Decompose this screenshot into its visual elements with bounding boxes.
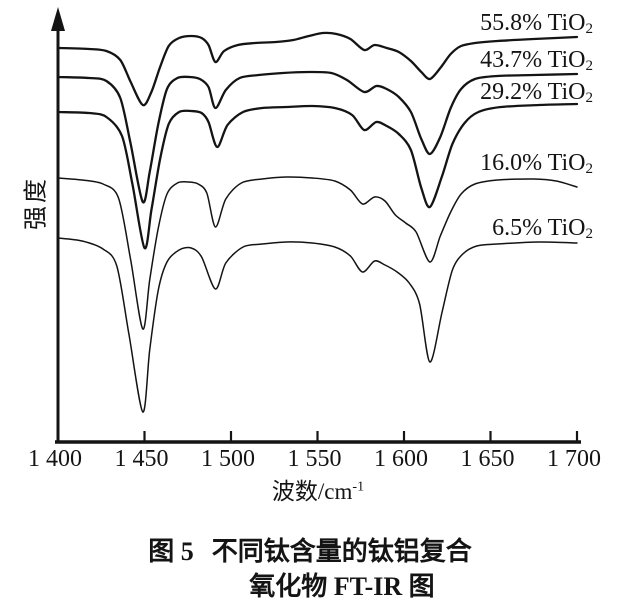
- y-axis-label: 强度: [23, 176, 50, 230]
- y-axis-arrow: [51, 7, 65, 31]
- figure-caption-line1: 图 5 不同钛含量的钛铝复合: [0, 531, 620, 568]
- curve-label-subscript: 2: [585, 226, 594, 242]
- curve-label-text: 16.0% TiO: [480, 150, 586, 176]
- ftir-curve-16-0--TiO2: [57, 176, 578, 330]
- curve-label-text: 6.5% TiO: [492, 215, 586, 241]
- curve-label-subscript: 2: [585, 161, 594, 177]
- ftir-curve-43-7--TiO2: [56, 70, 579, 204]
- x-tick-label-1550: 1 550: [287, 446, 342, 472]
- plot-canvas: [51, 7, 581, 444]
- x-tick-label-1650: 1 650: [460, 446, 515, 472]
- curve-label-subscript: 2: [585, 90, 594, 106]
- x-tick-label-1500: 1 500: [201, 446, 255, 472]
- x-axis-label-text: 波数/cm: [271, 479, 353, 504]
- ftir-curve-6-5--TiO2: [57, 237, 578, 413]
- x-axis-label: 波数/cm-1: [272, 472, 364, 506]
- figure-title-part1: 不同钛含量的钛铝复合: [211, 537, 472, 566]
- figure-caption-line2: 氧化物 FT-IR 图: [249, 572, 435, 601]
- x-tick-label-1700: 1 700: [547, 446, 601, 472]
- curve-label-43-7--TiO2: 43.7% TiO2: [480, 47, 593, 75]
- curve-label-text: 55.8% TiO: [480, 10, 586, 36]
- curve-label-6-5--TiO2: 6.5% TiO2: [492, 215, 593, 243]
- x-tick-label-1450: 1 450: [114, 446, 169, 472]
- ftir-curve-55-8--TiO2: [56, 31, 579, 107]
- x-tick-label-1400: 1 400: [28, 446, 82, 472]
- curve-label-subscript: 2: [585, 58, 594, 74]
- curve-label-16-0--TiO2: 16.0% TiO2: [480, 150, 593, 178]
- curve-label-29-2--TiO2: 29.2% TiO2: [480, 79, 593, 107]
- x-axis-label-exponent: -1: [352, 479, 365, 495]
- curve-label-subscript: 2: [585, 21, 594, 37]
- curve-label-text: 43.7% TiO: [480, 47, 586, 73]
- ftir-curve-29-2--TiO2: [56, 102, 579, 250]
- curve-label-text: 29.2% TiO: [480, 79, 586, 105]
- x-tick-label-1600: 1 600: [374, 446, 428, 472]
- figure-number: 图 5: [148, 537, 194, 566]
- curve-label-55-8--TiO2: 55.8% TiO2: [480, 10, 593, 38]
